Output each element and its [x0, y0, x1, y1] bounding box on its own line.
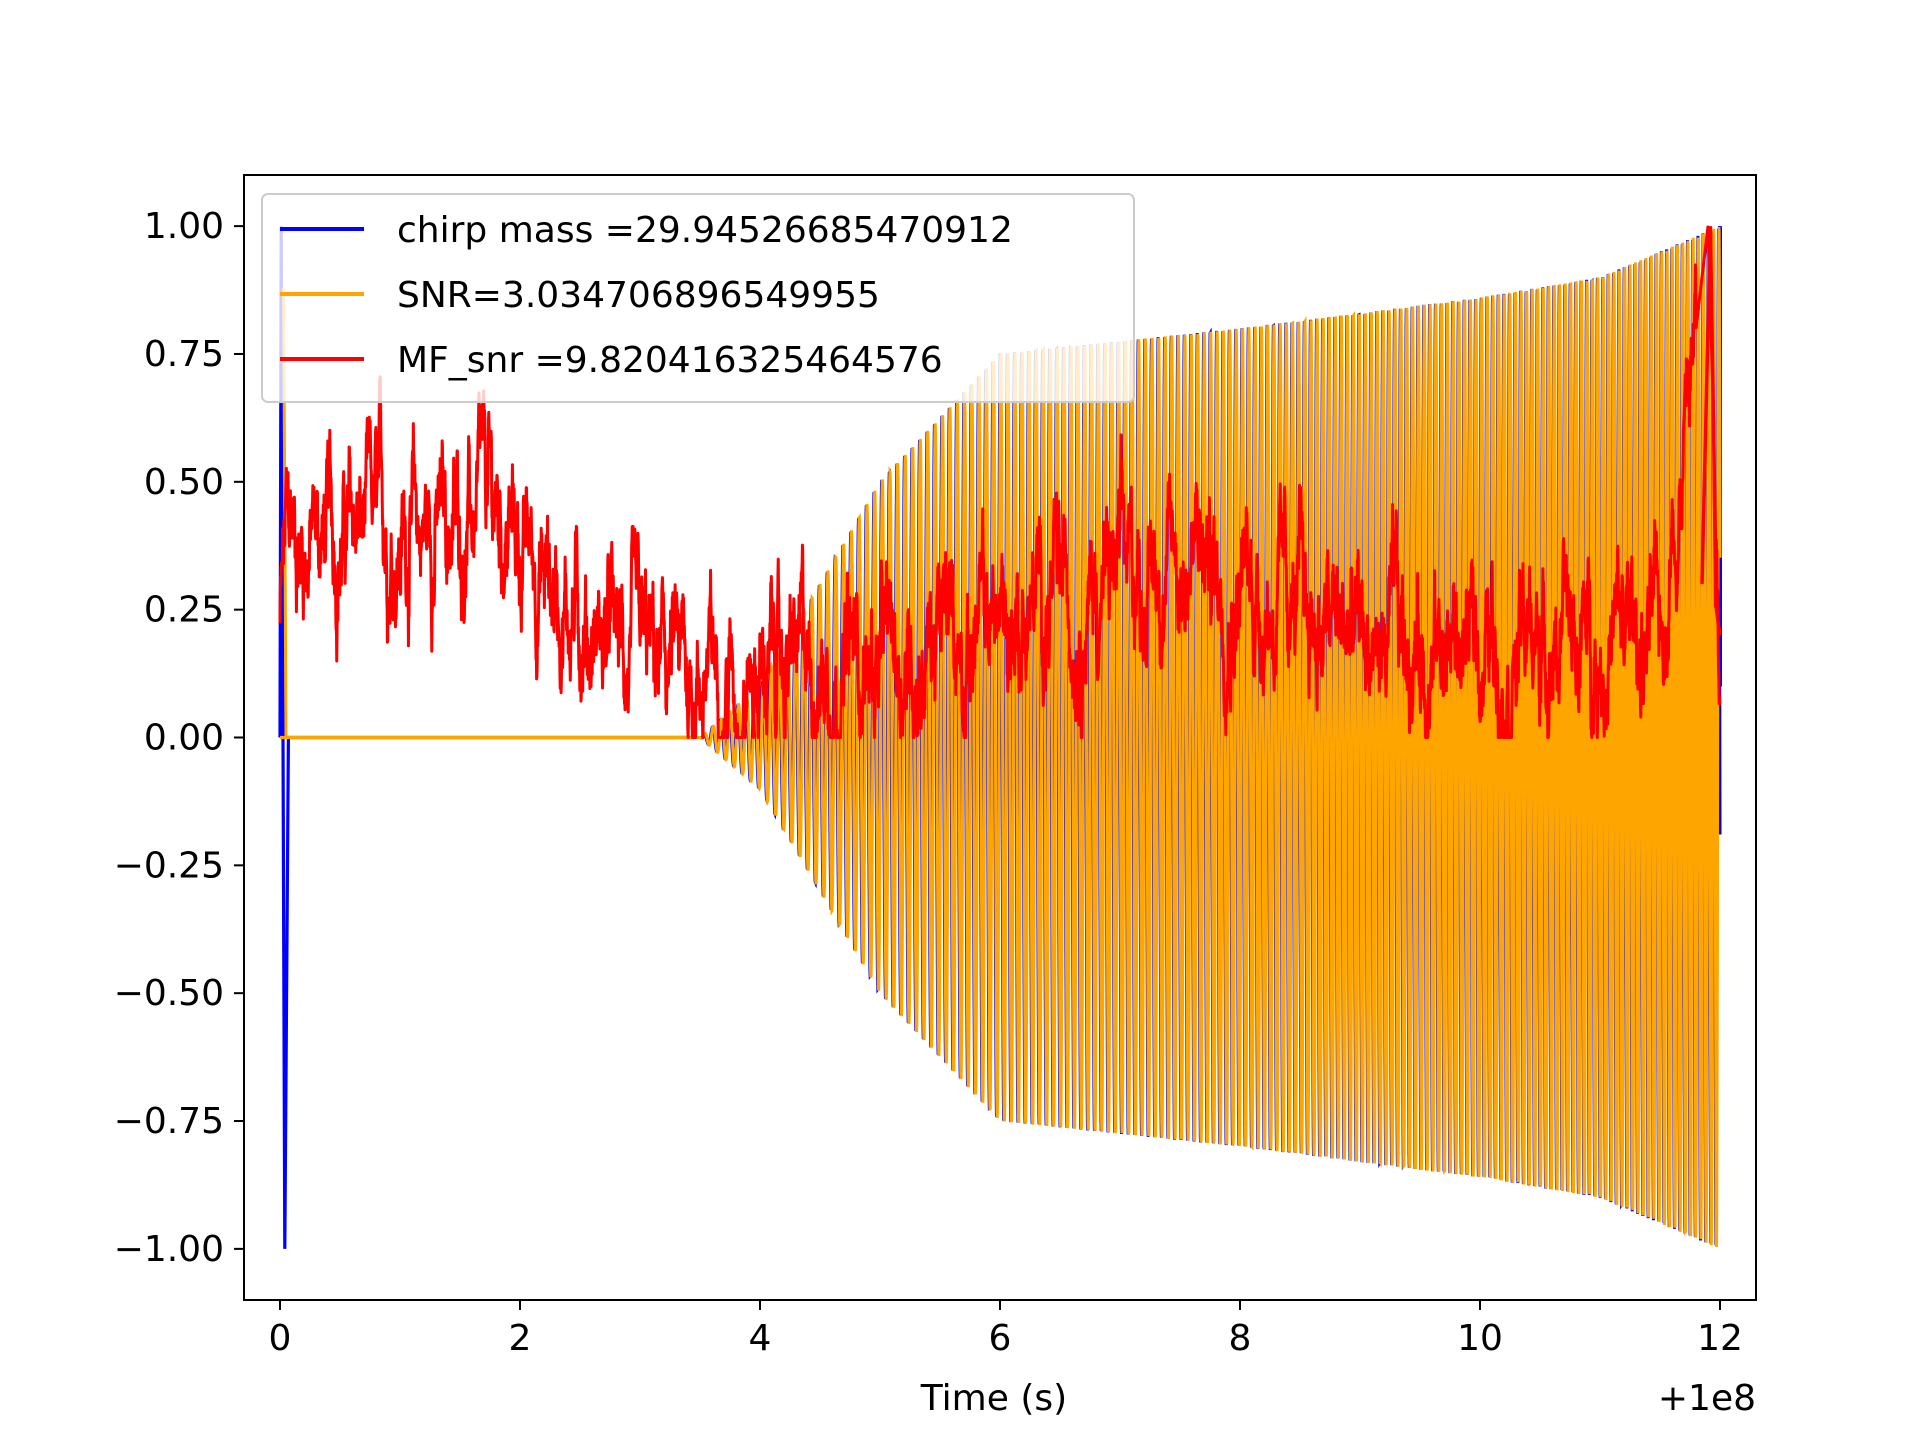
y-tick-label: 0.50	[144, 462, 224, 503]
y-tick-label: −1.00	[114, 1229, 224, 1270]
snr-line	[694, 226, 1722, 1248]
x-tick-label: 4	[749, 1318, 772, 1359]
y-axis-ticks: 1.00 0.75 0.50 0.25 0.00 −0.25 −0.50 −0.75 −1.00	[114, 206, 244, 1270]
y-tick-label: −0.75	[114, 1101, 224, 1142]
x-tick-label: 12	[1697, 1318, 1743, 1359]
mf-snr-line	[278, 225, 1722, 739]
x-tick-label: 0	[269, 1318, 292, 1359]
y-tick-label: 0.00	[144, 718, 224, 759]
x-axis-offset-label: +1e8	[1658, 1378, 1756, 1419]
mf-snr-peak	[1700, 226, 1722, 636]
legend: chirp mass =29.94526685470912 SNR=3.03470…	[261, 193, 1135, 403]
legend-label: SNR=3.034706896549955	[397, 275, 880, 316]
y-tick-label: −0.25	[114, 845, 224, 886]
x-axis-ticks: 0 2 4 6 8 10 12	[269, 1300, 1743, 1359]
legend-box	[261, 193, 1135, 403]
legend-label: chirp mass =29.94526685470912	[397, 210, 1013, 251]
y-tick-label: 0.75	[144, 334, 224, 375]
y-tick-label: 1.00	[144, 206, 224, 247]
x-tick-label: 2	[509, 1318, 532, 1359]
x-tick-label: 10	[1457, 1318, 1503, 1359]
x-tick-label: 6	[989, 1318, 1012, 1359]
y-tick-label: −0.50	[114, 973, 224, 1014]
series-mf-snr	[278, 225, 1722, 739]
legend-label: MF_snr =9.820416325464576	[397, 340, 943, 381]
y-tick-label: 0.25	[144, 590, 224, 631]
x-axis-label: Time (s)	[920, 1378, 1067, 1419]
x-tick-label: 8	[1229, 1318, 1252, 1359]
